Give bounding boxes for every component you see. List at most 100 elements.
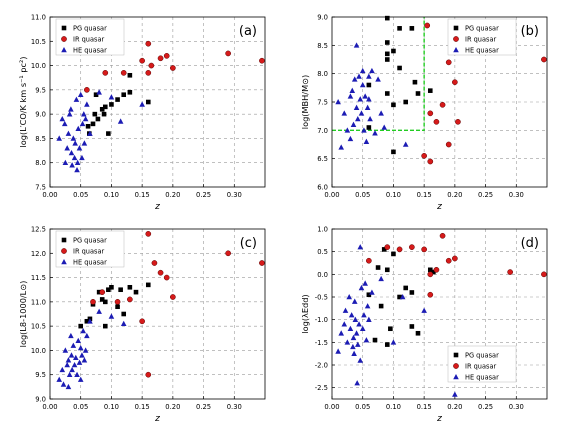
data-point-he xyxy=(347,93,354,99)
data-point-he xyxy=(77,376,84,382)
data-point-pg xyxy=(127,284,133,290)
data-point-ir xyxy=(384,244,391,250)
data-point-pg xyxy=(84,318,90,324)
legend: PG quasar IR quasar HE quasar xyxy=(55,18,125,56)
data-point-he xyxy=(72,140,78,146)
data-point-ir xyxy=(396,246,403,253)
data-point-he xyxy=(108,94,115,100)
data-point-he xyxy=(117,118,124,124)
data-point-pg xyxy=(78,323,84,329)
data-point-he xyxy=(74,167,80,173)
data-point-he xyxy=(71,154,78,161)
x-tick-label: 0.10 xyxy=(386,403,401,411)
data-point-he xyxy=(375,76,381,82)
data-point-he xyxy=(66,371,73,378)
data-point-pg xyxy=(388,326,393,332)
x-tick-label: 0.05 xyxy=(355,403,370,411)
data-point-ir xyxy=(84,87,90,93)
data-point-pg xyxy=(90,121,96,127)
data-point-ir xyxy=(139,57,145,64)
data-point-he xyxy=(68,150,75,156)
data-point-he xyxy=(120,320,127,327)
data-point-ir xyxy=(445,257,452,264)
data-point-pg xyxy=(106,287,111,293)
data-point-he xyxy=(59,366,66,373)
data-point-he xyxy=(357,96,364,102)
data-point-he xyxy=(350,121,357,127)
data-point-he xyxy=(335,99,341,105)
x-axis-label: z xyxy=(154,202,160,212)
y-tick-label: -1.0 xyxy=(315,316,328,324)
data-point-pg xyxy=(145,99,151,105)
data-point-ir xyxy=(366,257,372,264)
data-point-he xyxy=(362,93,368,99)
data-point-pg xyxy=(145,282,151,288)
data-point-he xyxy=(65,130,72,136)
panel-d: 0.00 0.05 0.10 0.15 0.20 0.25 0.30 -2.5 -2.0 -1.5… xyxy=(300,226,548,422)
y-tick-label: 9.5 xyxy=(35,371,46,379)
plot-frame xyxy=(331,228,548,400)
data-point-he xyxy=(366,96,372,102)
data-point-ir xyxy=(259,57,265,64)
legend-label: PG quasar xyxy=(73,237,107,245)
legend-label: IR quasar xyxy=(73,248,105,256)
data-point-pg xyxy=(384,15,390,21)
data-point-ir xyxy=(120,70,127,76)
y-tick-label: 10.0 xyxy=(31,347,46,355)
data-point-he xyxy=(355,116,361,122)
legend-label: HE quasar xyxy=(465,47,499,55)
data-point-he xyxy=(359,67,366,74)
data-point-he xyxy=(69,366,75,373)
data-point-he xyxy=(75,125,82,132)
x-tick-label: 0.15 xyxy=(135,191,150,199)
legend-label: HE quasar xyxy=(73,47,107,55)
data-point-he xyxy=(361,312,367,318)
y-axis-label: log(λEdd) xyxy=(300,294,310,333)
data-point-he xyxy=(56,376,63,382)
data-point-ir xyxy=(439,101,446,108)
data-point-he xyxy=(342,307,349,313)
data-point-he xyxy=(82,347,89,353)
data-point-he xyxy=(364,104,371,110)
data-point-he xyxy=(68,352,75,358)
data-point-he xyxy=(75,337,82,344)
legend-label: HE quasar xyxy=(73,259,107,267)
data-point-ir xyxy=(139,318,145,325)
x-tick-label: 0.05 xyxy=(355,191,370,199)
data-point-ir xyxy=(507,269,513,275)
data-point-pg xyxy=(366,292,372,298)
legend: PG quasar IR quasar HE quasar xyxy=(447,345,517,383)
x-tick-label: 0.25 xyxy=(478,403,493,411)
legend-label: HE quasar xyxy=(465,374,499,382)
x-tick-label: 0.30 xyxy=(227,191,242,199)
data-point-he xyxy=(79,352,85,358)
data-point-ir xyxy=(427,271,434,278)
data-point-pg xyxy=(384,40,390,45)
y-tick-label: -1.5 xyxy=(315,339,328,347)
data-point-he xyxy=(62,347,69,353)
data-point-ir xyxy=(157,55,164,62)
y-tick-label: 0.0 xyxy=(317,271,328,279)
data-point-he xyxy=(139,101,145,107)
data-point-ir xyxy=(421,152,427,159)
data-point-he xyxy=(82,116,89,122)
data-point-he xyxy=(66,111,73,117)
data-point-ir xyxy=(163,274,170,281)
data-point-ir xyxy=(163,53,170,59)
data-point-ir xyxy=(452,255,458,262)
data-point-he xyxy=(347,325,354,332)
data-point-pg xyxy=(121,311,127,317)
data-point-he xyxy=(65,357,72,363)
data-point-he xyxy=(356,73,362,79)
data-point-pg xyxy=(372,337,378,343)
data-point-pg xyxy=(384,342,390,347)
data-point-ir xyxy=(114,299,121,305)
data-point-he xyxy=(351,350,357,356)
legend: PG quasar IR quasar HE quasar xyxy=(447,18,517,56)
y-tick-label: 8.0 xyxy=(317,70,328,78)
legend-label: PG quasar xyxy=(465,25,499,33)
data-point-he xyxy=(363,337,370,343)
data-point-pg xyxy=(409,324,415,329)
data-point-pg xyxy=(391,149,396,155)
data-point-pg xyxy=(397,294,402,300)
